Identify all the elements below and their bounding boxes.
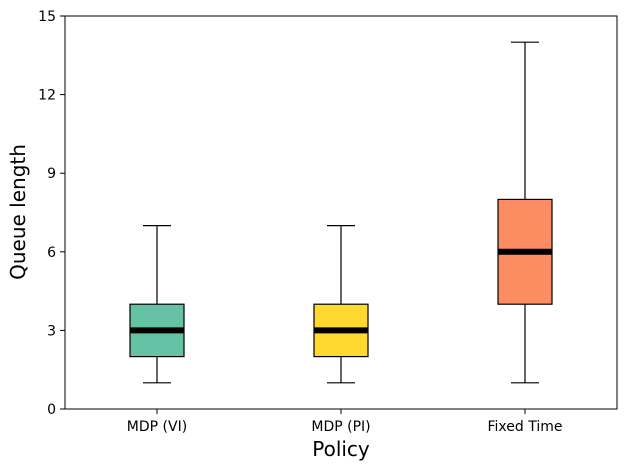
x-tick-label: Fixed Time <box>488 419 563 435</box>
box-group <box>497 41 553 384</box>
y-tick-label: 9 <box>47 166 56 182</box>
y-axis-title: Queue length <box>6 144 30 280</box>
y-axis-ticks: 0 3 6 9 12 15 <box>38 9 65 418</box>
x-axis-title: Policy <box>312 437 370 461</box>
x-axis-ticks: MDP (VI) MDP (PI) Fixed Time <box>127 409 563 435</box>
box-group <box>129 225 185 384</box>
y-tick-label: 3 <box>47 323 56 339</box>
y-tick-label: 6 <box>47 245 56 261</box>
box-group <box>313 225 369 384</box>
y-tick-label: 0 <box>47 402 56 418</box>
box-marks <box>129 41 553 384</box>
x-tick-label: MDP (VI) <box>127 419 187 435</box>
y-tick-label: 12 <box>38 88 56 104</box>
x-tick-label: MDP (PI) <box>311 419 370 435</box>
plot-frame <box>64 15 618 410</box>
y-tick-label: 15 <box>38 9 56 25</box>
